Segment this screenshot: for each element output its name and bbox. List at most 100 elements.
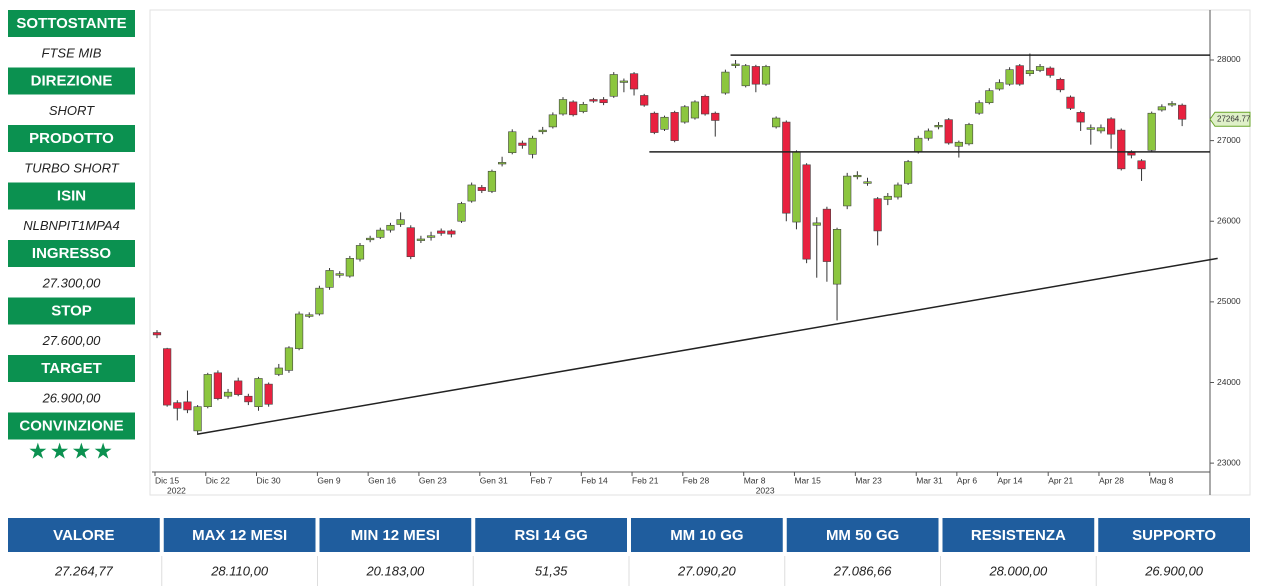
candle-body (1117, 129, 1126, 170)
table-value: 27.264,77 (54, 563, 114, 578)
sidebar-value: 27.600,00 (42, 333, 102, 348)
table-header: MAX 12 MESI (192, 527, 287, 544)
candle-body (1147, 112, 1156, 151)
y-tick-label: 26000 (1217, 215, 1241, 225)
sidebar-header: TARGET (41, 360, 102, 377)
x-tick-label: Apr 21 (1048, 475, 1073, 485)
sidebar-header: CONVINZIONE (19, 417, 123, 434)
candle-body (538, 129, 547, 133)
candle-body (1096, 127, 1106, 132)
candle-body (792, 151, 801, 223)
candle-body (690, 101, 700, 119)
candle-body (650, 112, 659, 133)
candle-body (437, 230, 446, 234)
candle-body (934, 124, 943, 128)
candle-body (508, 131, 517, 154)
candle-body (183, 401, 192, 411)
table-value: 27.086,66 (833, 563, 893, 578)
candle-body (315, 287, 324, 315)
candle-body (579, 104, 588, 112)
table-value: 51,35 (535, 563, 568, 578)
candle-body (426, 235, 436, 238)
candle-body (975, 102, 984, 114)
candle-body (305, 314, 314, 317)
y-tick-label: 25000 (1217, 296, 1241, 306)
candle-body (223, 391, 233, 397)
candle-body (1056, 79, 1065, 91)
candle-body (1167, 103, 1177, 106)
candle-body (264, 383, 273, 405)
table-header: RSI 14 GG (514, 527, 587, 544)
sidebar-value: 27.300,00 (42, 275, 102, 290)
candle-body (457, 203, 466, 222)
candle-body (711, 112, 720, 121)
candle-body (366, 237, 375, 241)
candle-body (1137, 160, 1146, 170)
candle-body (1066, 96, 1075, 109)
candle-body (964, 124, 974, 145)
table-value: 26.900,00 (1144, 563, 1204, 578)
year-label: 2022 (167, 485, 186, 495)
candle-body (640, 95, 649, 106)
candle-body (751, 66, 760, 85)
candle-body (670, 112, 679, 141)
candle-body (173, 402, 182, 409)
candle-body (1076, 112, 1085, 123)
sidebar-header-bg (8, 297, 135, 325)
table-value: 28.000,00 (988, 563, 1048, 578)
x-tick-label: Feb 28 (683, 475, 710, 485)
x-tick-label: Mar 15 (794, 475, 821, 485)
candle-body (802, 164, 811, 260)
table-value: 27.090,20 (677, 563, 737, 578)
candle-body (782, 121, 791, 214)
candle-body (853, 174, 862, 178)
sidebar-header: DIREZIONE (31, 72, 113, 89)
candle-body (680, 106, 689, 123)
sidebar-header: SOTTOSTANTE (16, 15, 126, 32)
candle-body (213, 372, 223, 399)
candle-body (741, 65, 750, 87)
x-tick-label: Feb 7 (531, 475, 553, 485)
candle-body (995, 82, 1004, 90)
last-price-tag (1209, 111, 1251, 127)
candle-body (294, 313, 304, 349)
candle-body (406, 227, 415, 258)
table-header: RESISTENZA (971, 527, 1066, 544)
candle-body (284, 347, 294, 371)
candle-body (335, 273, 344, 276)
candle-body (1127, 152, 1136, 156)
x-tick-label: Mar 31 (916, 475, 943, 485)
candle-body (416, 238, 426, 241)
candle-body (528, 137, 537, 155)
candle-body (558, 99, 568, 115)
candle-body (163, 348, 172, 406)
candle-body (599, 99, 608, 104)
candle-body (325, 270, 334, 288)
table-header-bg (8, 518, 160, 552)
candle-body (629, 73, 639, 90)
candle-body (772, 117, 781, 128)
table-value: 20.183,00 (365, 563, 425, 578)
x-tick-label: Mar 8 (744, 475, 766, 485)
table-header-bg (163, 518, 316, 552)
candle-body (254, 378, 263, 407)
candle-body (589, 99, 598, 102)
x-tick-label: Feb 14 (581, 475, 608, 485)
sidebar-value: ★★★★ (28, 438, 115, 463)
candle-body (832, 229, 842, 285)
candle-body (893, 184, 903, 198)
candle-body (1015, 65, 1024, 85)
candle-body (396, 219, 405, 225)
candle-body (518, 142, 527, 146)
x-tick-label: Mar 23 (855, 475, 882, 485)
x-tick-label: Gen 23 (419, 475, 447, 485)
candle-body (477, 187, 486, 191)
candle-body (376, 229, 385, 238)
sidebar-header-bg (8, 412, 135, 440)
candle-body (863, 181, 872, 184)
y-tick-label: 23000 (1217, 457, 1241, 467)
sidebar-header-bg (8, 240, 135, 267)
candle-body (1035, 66, 1045, 71)
sidebar-value: TURBO SHORT (24, 160, 119, 175)
